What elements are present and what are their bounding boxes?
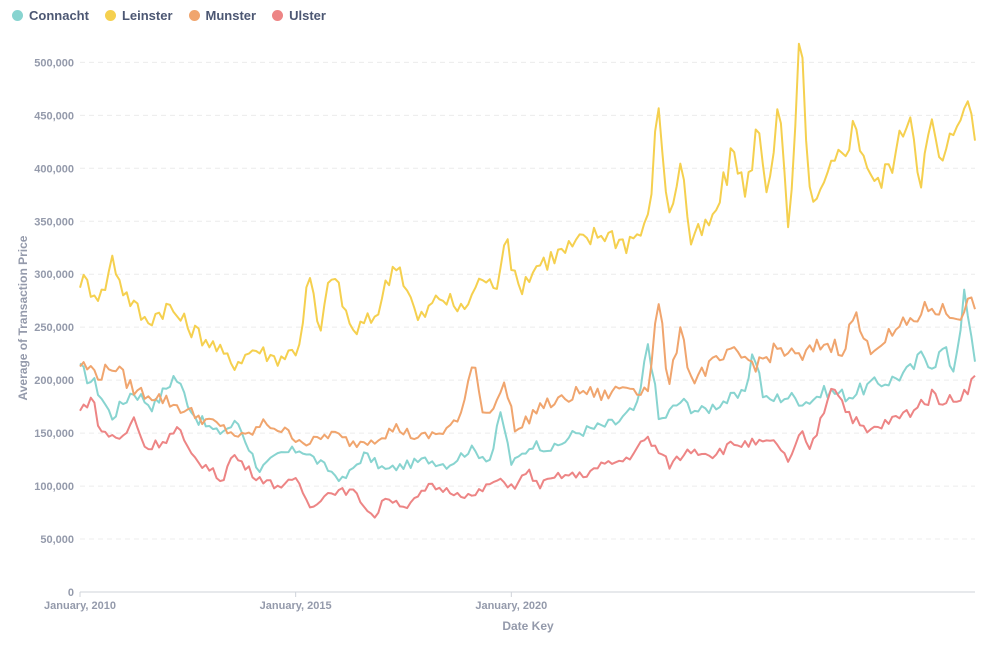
y-tick-label: 0: [68, 587, 74, 599]
series-line-leinster: [79, 42, 976, 371]
axes: 0 50,000 100,000 150,000 200,000 250,000 300,0…: [34, 57, 975, 612]
y-tick-label: 500,000: [34, 57, 74, 69]
legend-swatch-connacht: [12, 10, 23, 21]
x-tick-label: January, 2010: [44, 600, 116, 612]
x-tick-label: January, 2015: [260, 600, 332, 612]
legend-item-munster[interactable]: Munster: [188, 8, 257, 23]
legend-swatch-munster: [188, 10, 200, 21]
legend: Connacht Leinster Munster Ulster: [12, 8, 326, 23]
series-lines: [79, 42, 976, 519]
y-tick-label: 450,000: [34, 110, 74, 122]
x-axis-label: Date Key: [502, 619, 554, 633]
series-line-munster: [79, 296, 976, 449]
legend-item-leinster[interactable]: Leinster: [104, 8, 173, 23]
x-tick-label: January, 2020: [475, 600, 547, 612]
series-line-connacht: [79, 288, 976, 483]
legend-swatch-ulster: [272, 10, 284, 21]
y-tick-label: 150,000: [34, 428, 74, 440]
y-tick-label: 350,000: [34, 216, 74, 228]
y-tick-label: 100,000: [34, 481, 74, 493]
y-tick-label: 400,000: [34, 163, 74, 175]
legend-label-ulster: Ulster: [289, 8, 326, 23]
y-tick-label: 50,000: [40, 534, 74, 546]
legend-item-connacht[interactable]: Connacht: [12, 8, 89, 23]
legend-swatch-leinster: [104, 10, 116, 21]
legend-label-munster: Munster: [205, 8, 257, 23]
series-line-ulster: [79, 374, 976, 519]
legend-item-ulster[interactable]: Ulster: [272, 8, 326, 23]
y-tick-label: 250,000: [34, 322, 74, 334]
gridlines: [80, 61, 975, 540]
y-tick-label: 200,000: [34, 375, 74, 387]
legend-label-connacht: Connacht: [29, 8, 89, 23]
y-tick-label: 300,000: [34, 269, 74, 281]
legend-label-leinster: Leinster: [121, 8, 173, 23]
y-axis-label: Average of Transaction Price: [16, 235, 30, 400]
